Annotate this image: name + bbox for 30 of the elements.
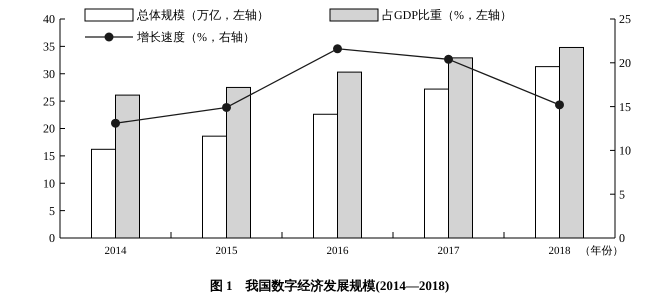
y-tick-label: 20 — [43, 122, 55, 136]
y-tick-label: 35 — [43, 40, 55, 54]
point — [444, 54, 453, 64]
point — [333, 44, 342, 54]
x-tick-label: 2017 — [438, 245, 460, 257]
y-tick-label: 5 — [49, 204, 55, 218]
y-tick-label: 0 — [49, 231, 55, 246]
y-tick-label: 25 — [43, 94, 55, 108]
y-tick-label: 15 — [43, 149, 55, 164]
text: 图 1 我国数字经济发展规模(2014—2018) — [210, 278, 450, 293]
x-tick-label: 2014 — [104, 245, 127, 257]
y-tick-label: 40 — [43, 12, 55, 26]
x-tick-label: 2016 — [326, 245, 349, 257]
y2-tick-label: 0 — [619, 231, 625, 246]
legend-label: 占GDP比重（%，左轴） — [382, 8, 512, 22]
x-tick-label: 2018 — [548, 245, 571, 257]
y2-tick-label: 15 — [619, 100, 631, 114]
y-tick-label: 30 — [43, 66, 55, 81]
y2-tick-label: 10 — [619, 144, 631, 158]
y2-tick-label: 25 — [619, 12, 631, 26]
x-tick-label: 2015 — [216, 245, 238, 257]
y2-tick-label: 5 — [619, 187, 625, 202]
point — [111, 118, 120, 128]
y-tick-label: 10 — [43, 176, 55, 190]
legend-label: 总体规模（万亿，左轴） — [136, 8, 269, 22]
point — [222, 102, 231, 112]
point — [555, 100, 564, 110]
x-axis-title: （年份） — [580, 245, 624, 257]
y2-tick-label: 20 — [619, 56, 631, 70]
legend-label: 增长速度（%，右轴） — [136, 30, 255, 44]
